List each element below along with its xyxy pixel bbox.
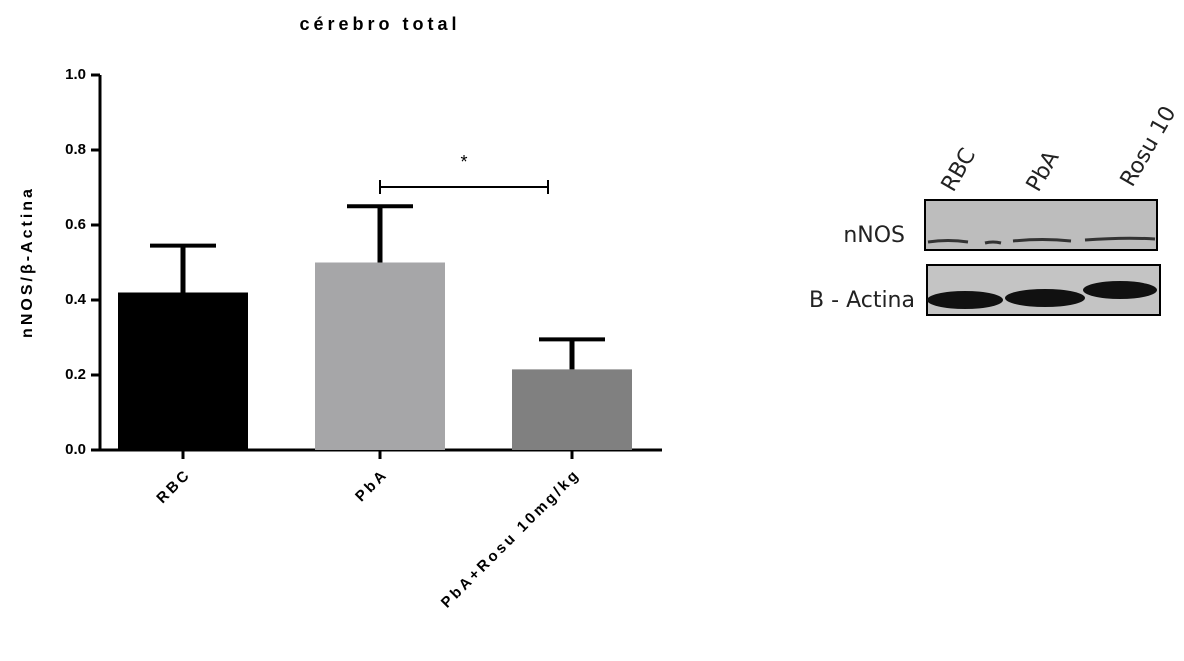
blot-lane-label: PbA: [1022, 147, 1065, 196]
x-tick-label: PbA+Rosu 10mg/kg: [438, 466, 584, 612]
x-tick-label: RBC: [153, 466, 194, 507]
blot-band: [1083, 281, 1157, 299]
chart-title: cérebro total: [299, 14, 460, 34]
blot-row-label: nNOS: [843, 223, 905, 248]
blot-row-label: B - Actina: [809, 288, 915, 313]
page: cérebro total nNOS/β-Actina nNOS B - Act…: [0, 0, 1184, 661]
x-tick-label: PbA: [352, 466, 392, 506]
bar: [512, 369, 632, 450]
blot-lane-label: RBC: [937, 144, 981, 196]
y-tick-label: 0.0: [65, 441, 86, 458]
y-axis-label: nNOS/β-Actina: [19, 186, 36, 338]
y-tick-label: 0.8: [65, 141, 86, 158]
y-tick-label: 0.4: [65, 291, 87, 308]
blot-band: [927, 291, 1003, 309]
blot: nNOS B - Actina RBC PbA Rosu 10: [809, 102, 1181, 315]
significance-label: *: [460, 152, 467, 172]
blot-band: [1005, 289, 1085, 307]
y-tick-label: 0.2: [65, 366, 86, 383]
chart: cérebro total nNOS/β-Actina nNOS B - Act…: [0, 0, 1184, 661]
bar: [118, 293, 248, 451]
y-tick-label: 0.6: [65, 216, 86, 233]
bar: [315, 263, 445, 451]
significance-bracket: [380, 180, 548, 194]
blot-lane-label: Rosu 10: [1116, 102, 1182, 191]
y-tick-label: 1.0: [65, 66, 86, 83]
